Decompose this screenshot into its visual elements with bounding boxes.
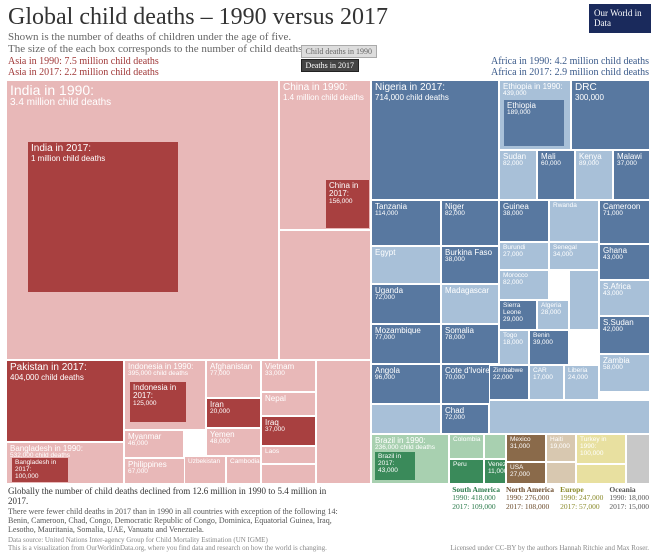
cell-guatemala: [546, 462, 576, 484]
cell-ssudan: S.Sudan42,000: [599, 316, 650, 354]
cell-togo: Togo18,000: [499, 330, 529, 365]
license: Licensed under CC-BY by the authors Hann…: [450, 544, 649, 552]
cell-rwanda: Rwanda: [549, 200, 599, 242]
cell-kenya: Kenya89,000: [575, 150, 613, 200]
cell-ethiopia-2017: Ethiopia189,000: [504, 100, 564, 146]
cell-peru: Peru: [449, 459, 484, 484]
cell-india-2017: India in 2017:1 million child deaths: [28, 142, 178, 292]
cell-uzbekistan: Uzbekistan: [184, 456, 226, 484]
cell-sa-fill: [484, 434, 506, 459]
cell-pakistan-1990-back: [279, 230, 371, 360]
cell-turkey: Turkey in 1990:100,000: [576, 434, 626, 464]
cell-venezuela: Venezuela11,000: [484, 459, 506, 484]
eu-summary: Europe1990: 247,0002017: 57,000: [560, 486, 603, 534]
africa-2017-label: Africa in 2017: 2.9 million child deaths: [491, 67, 649, 78]
cell-bangladesh-2017: Bangladesh in 2017:100,000: [12, 458, 68, 482]
cell-nigeria-2017: Nigeria in 2017:714,000 child deaths: [371, 80, 499, 200]
cell-indonesia-2017: Indonesia in 2017:125,000: [130, 382, 186, 422]
cell-malawi: Malawi37,000: [613, 150, 650, 200]
cell-africa-fill2: [489, 400, 650, 434]
owid-logo: Our World in Data: [589, 4, 651, 33]
footer: Globally the number of child deaths decl…: [8, 486, 649, 552]
cell-cameroon: Cameroon71,000: [599, 200, 650, 244]
cell-usa: USA27,000: [506, 462, 546, 484]
asia-label: Asia in 1990: 7.5 million child deaths A…: [8, 56, 159, 78]
cell-iraq: Iraq37,000: [261, 416, 316, 446]
cell-egypt: Egypt: [371, 246, 441, 284]
cell-brazil-2017: Brazil in 2017:43,000: [375, 452, 415, 480]
cell-vietnam: Vietnam33,000: [261, 360, 316, 392]
cell-myanmar: Myanmar46,000: [124, 430, 184, 458]
footer-text: Globally the number of child deaths decl…: [8, 486, 338, 534]
page-title: Global child deaths – 1990 versus 2017: [8, 4, 649, 31]
note2: Benin, Cameroon, Chad, Congo, Democratic…: [8, 516, 338, 534]
africa-1990-label: Africa in 1990: 4.2 million child deaths: [491, 56, 649, 67]
cell-tanzania: Tanzania114,000: [371, 200, 441, 246]
cell-pakistan-2017: Pakistan in 2017:404,000 child deaths: [6, 360, 124, 442]
na-summary: North America1990: 276,0002017: 108,000: [506, 486, 554, 534]
cell-mexico: Mexico31,000: [506, 434, 546, 462]
cell-niger: Niger82,000: [441, 200, 499, 246]
sa-summary: South America1990: 418,0002017: 109,000: [452, 486, 500, 534]
treemap: India in 1990:3.4 million child deathsIn…: [6, 80, 650, 484]
cell-cambodia: Cambodia: [226, 456, 261, 484]
cell-oc: [626, 434, 650, 484]
cell-eu-fill: [576, 464, 626, 484]
cell-africa-fill1: [371, 404, 441, 434]
cell-nepal: Nepal: [261, 392, 316, 416]
africa-label: Africa in 1990: 4.2 million child deaths…: [491, 56, 649, 78]
cell-liberia: Liberia24,000: [564, 365, 599, 400]
cell-yemen: Yemen48,000: [206, 428, 261, 456]
cell-car: CAR17,000: [529, 365, 564, 400]
cell-safrica: S.Africa43,000: [599, 280, 650, 316]
cell-guinea: Guinea38,000: [499, 200, 549, 242]
note1: There were fewer child deaths in 2017 th…: [8, 507, 338, 516]
cell-angola: Angola96,000: [371, 364, 441, 404]
subtitle: Shown is the number of deaths of childre…: [8, 31, 649, 43]
cell-burundi: Burundi27,000: [499, 242, 549, 270]
cell-drc: DRC300,000: [571, 80, 650, 150]
asia-2017-label: Asia in 2017: 2.2 million child deaths: [8, 67, 159, 78]
cell-burkina: Burkina Faso38,000: [441, 246, 499, 284]
cell-somalia: Somalia78,000: [441, 324, 499, 364]
cell-iran: Iran20,000: [206, 398, 261, 428]
footer-regions: South America1990: 418,0002017: 109,000 …: [452, 486, 649, 534]
asia-1990-label: Asia in 1990: 7.5 million child deaths: [8, 56, 159, 67]
cell-thailand: [261, 464, 316, 484]
cell-chad: Chad72,000: [441, 404, 489, 434]
cell-ghana: Ghana43,000: [599, 244, 650, 280]
cell-senegal: Senegal34,000: [549, 242, 599, 270]
cell-madagascar: Madagascar: [441, 284, 499, 324]
cell-china-2017: China in 2017:156,000: [326, 180, 369, 228]
cell-zimbabwe: Zimbabwe22,000: [489, 365, 529, 400]
cell-asia-fill: [316, 360, 371, 484]
cell-algeria: Algeria28,000: [537, 300, 569, 330]
global-line: Globally the number of child deaths decl…: [8, 486, 338, 507]
cell-zambia: Zambia58,000: [599, 354, 650, 392]
cell-colombia: Colombia: [449, 434, 484, 459]
oc-summary: Oceania1990: 18,0002017: 15,000: [609, 486, 649, 534]
cell-mozambique: Mozambique77,000: [371, 324, 441, 364]
cell-morocco: Morocco82,000: [499, 270, 549, 300]
cell-africa-fill3: [569, 270, 599, 330]
cell-sudan: Sudan82,000: [499, 150, 537, 200]
region-labels: Asia in 1990: 7.5 million child deaths A…: [8, 56, 649, 78]
cell-afghanistan: Afghanistan77,000: [206, 360, 261, 398]
cell-haiti: Haiti19,000: [546, 434, 576, 462]
cell-benin: Benin39,000: [529, 330, 569, 365]
cell-sierraleone: Sierra Leone29,000: [499, 300, 537, 330]
cell-mali: Mali60,000: [537, 150, 575, 200]
cell-laos: Laos: [261, 446, 316, 464]
cell-uganda: Uganda72,000: [371, 284, 441, 324]
